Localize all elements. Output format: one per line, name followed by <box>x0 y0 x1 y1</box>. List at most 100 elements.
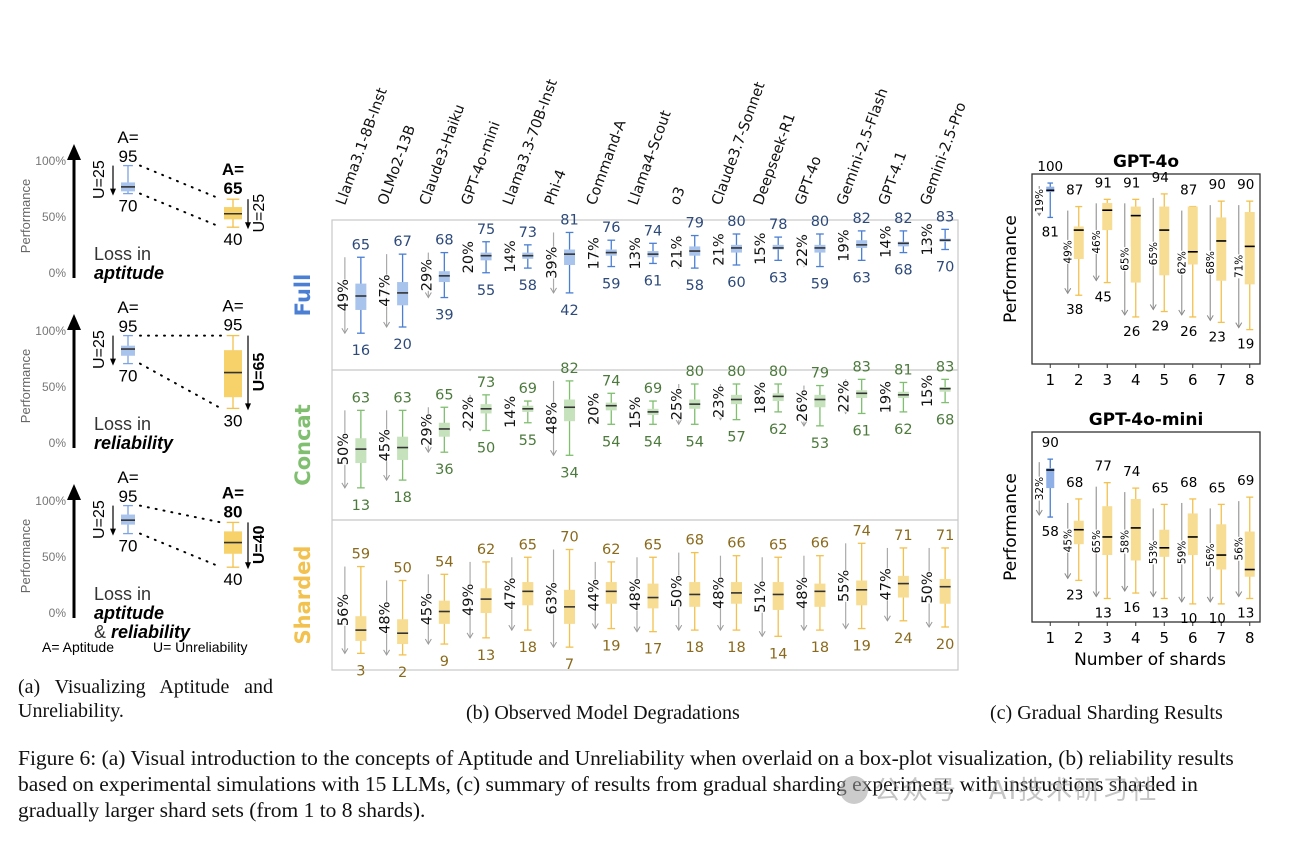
y-tick-label: 50% <box>42 380 66 394</box>
degradation-label: 45% <box>378 429 394 461</box>
bottom-value-label: 13 <box>1095 605 1112 621</box>
degradation-label: 19% <box>878 381 894 413</box>
row-label-full: Full <box>291 274 315 317</box>
bottom-value-label: 58 <box>1042 524 1059 540</box>
row-label-sharded: Sharded <box>291 546 315 645</box>
box-sharded <box>689 551 701 631</box>
aptitude-label: A= <box>117 130 138 147</box>
bottom-value-label: 61 <box>644 273 662 289</box>
top-value-label: 80 <box>686 364 704 380</box>
bottom-value-label: 18 <box>811 640 829 656</box>
degradation-label: 71% <box>1234 255 1246 278</box>
box <box>897 575 909 598</box>
arrow-head-icon <box>341 327 349 335</box>
left-box <box>121 334 135 365</box>
degradation-label: 56% <box>1234 537 1246 560</box>
arrow-head-icon <box>67 314 81 330</box>
arrow-head-icon <box>508 624 516 632</box>
top-value-label: 80 <box>727 364 745 380</box>
box-shard-3 <box>1102 198 1113 284</box>
y-tick-label: 100% <box>35 154 66 168</box>
label-bg <box>876 568 893 601</box>
arrow-head-icon <box>1121 585 1129 593</box>
bottom-value-label: 53 <box>811 436 829 452</box>
label-bg <box>500 240 517 273</box>
unreliability-label: U=25 <box>91 330 108 369</box>
label-bg <box>792 576 809 609</box>
top-value-label: 65 <box>644 537 662 553</box>
top-value-label: 75 <box>477 222 495 238</box>
x-axis-label: Number of shards <box>1074 650 1226 670</box>
box-sharded <box>438 573 450 645</box>
top-value-label: 68 <box>686 533 704 549</box>
arrow-head-icon <box>842 623 850 630</box>
arrow-head-icon <box>1235 591 1243 598</box>
box-sharded <box>647 556 659 633</box>
arrow-head-icon <box>424 446 432 454</box>
box <box>224 350 242 398</box>
box-sharded <box>605 561 617 630</box>
loss-type: reliability <box>111 622 191 642</box>
box-shard-7 <box>1216 503 1227 605</box>
box-shard-6 <box>1187 205 1198 318</box>
model-label: o3 <box>667 185 688 207</box>
bottom-value-label: 10 <box>1209 611 1226 627</box>
label-bg <box>918 223 935 256</box>
bottom-value-label: 13 <box>477 648 495 664</box>
label-bg <box>667 235 684 268</box>
degradation-label: 45% <box>419 593 435 625</box>
box-sharded <box>856 542 868 630</box>
box <box>480 588 492 614</box>
y-axis-label: Performance <box>18 349 33 423</box>
subplot-gpt-4o: GPT-4oPerformance11008119%2873849%391454… <box>1001 152 1261 389</box>
arrow-head-icon <box>110 528 116 536</box>
label-bg <box>1204 543 1217 568</box>
arrow-head-icon <box>110 358 116 366</box>
label-bg <box>1061 528 1074 553</box>
loss-type-2: & reliability <box>94 622 191 642</box>
label-bg <box>459 396 476 429</box>
right-box <box>224 198 242 228</box>
box <box>355 616 367 641</box>
arrow-head-icon <box>1092 591 1100 598</box>
box-concat <box>897 381 909 413</box>
degradation-label: 14% <box>878 226 894 258</box>
arrow-head-icon <box>550 287 557 294</box>
box <box>1244 212 1255 285</box>
degradation-label: 19% <box>837 230 853 262</box>
degradation-label: 47% <box>378 274 394 306</box>
degradation-label: 48% <box>378 602 394 634</box>
aptitude-label: A= <box>222 160 244 179</box>
box <box>814 583 826 607</box>
bottom-value-label: 16 <box>352 343 370 359</box>
plot-frame <box>331 219 959 671</box>
bottom-value-label: 81 <box>1042 224 1059 240</box>
arrow-head-icon <box>1092 275 1100 282</box>
degradation-label: 65% <box>1120 247 1132 270</box>
degradation-label: 26% <box>795 390 811 422</box>
legend-aptitude: A= Aptitude <box>42 639 114 655</box>
bottom-value-label: 17 <box>644 642 662 658</box>
degradation-label: 45% <box>1063 529 1075 552</box>
x-tick-label: 1 <box>1045 629 1055 647</box>
label-bg <box>834 380 851 413</box>
loss-label: Loss in <box>94 244 151 264</box>
degradation-label: 20% <box>586 393 602 425</box>
degradation-label: 13% <box>920 223 936 255</box>
box-sharded <box>772 556 784 637</box>
y-axis-label: Performance <box>18 519 33 593</box>
degradation-label: 39% <box>545 247 561 279</box>
label-bg <box>333 433 350 466</box>
degradation-label: 15% <box>920 375 936 407</box>
dotted-connector <box>139 504 222 524</box>
label-bg <box>584 579 601 612</box>
arrow-head-icon <box>67 144 81 160</box>
box-concat <box>730 383 742 421</box>
degradation-label: 49% <box>461 584 477 616</box>
top-value-label: 80 <box>727 214 745 230</box>
box <box>1187 513 1198 556</box>
top-value-label: 73 <box>519 225 537 241</box>
degradation-label: 22% <box>795 234 811 266</box>
top-value-label: 59 <box>352 547 370 563</box>
subplot-gpt-4o-mini: GPT-4o-miniPerformance1905832%2682345%37… <box>1001 410 1261 670</box>
